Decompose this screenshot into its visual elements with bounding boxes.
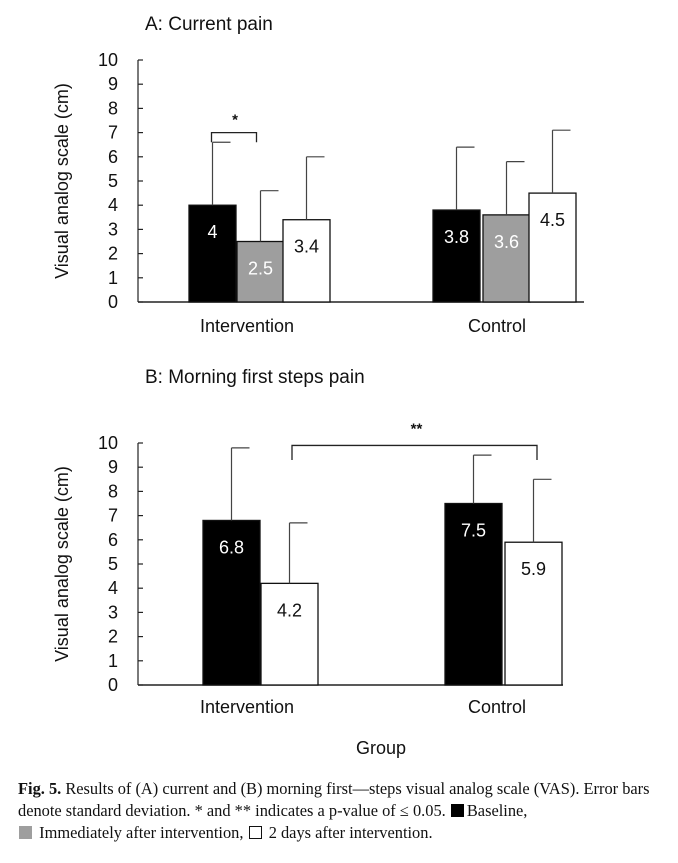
panel-a-y-tick-label-3: 3 bbox=[108, 219, 118, 239]
legend-immediate: Immediately after intervention, bbox=[39, 823, 244, 842]
panel-a-y-axis-label: Visual analog scale (cm) bbox=[52, 83, 72, 279]
panel-b-y-tick-label-6: 6 bbox=[108, 530, 118, 550]
panel-a-significance-marker: * bbox=[232, 112, 238, 129]
baseline-swatch-icon bbox=[450, 804, 464, 817]
figure: A: Current pain Visual analog scale (cm) 0… bbox=[52, 14, 584, 758]
panel-b-y-tick-label-2: 2 bbox=[108, 627, 118, 647]
legend-baseline: Baseline, bbox=[466, 801, 528, 820]
panel-a-category-label-intervention: Intervention bbox=[200, 316, 294, 336]
panel-b-y-tick-label-3: 3 bbox=[108, 602, 118, 622]
panel-a-bar-control-s2-data-label: 4.5 bbox=[540, 210, 565, 230]
caption-fig-label: Fig. 5. bbox=[18, 779, 62, 798]
immediate-swatch-icon bbox=[19, 826, 32, 839]
panel-b-category-label-control: Control bbox=[468, 697, 526, 717]
panel-a-significance-bracket bbox=[210, 131, 258, 143]
panel-a-bar-intervention-s0-data-label: 4 bbox=[207, 222, 217, 242]
panel-a-bar-intervention-s1-data-label: 2.5 bbox=[248, 259, 273, 279]
panel-a-title: A: Current pain bbox=[145, 14, 273, 35]
panel-b-y-tick-label-9: 9 bbox=[108, 457, 118, 477]
panel-b-category-label-intervention: Intervention bbox=[200, 697, 294, 717]
panel-a-category-label-control: Control bbox=[468, 316, 526, 336]
panel-b-y-axis-label: Visual analog scale (cm) bbox=[52, 466, 72, 662]
panel-b-y-tick-label-5: 5 bbox=[108, 554, 118, 574]
panel-a-y-tick-label-2: 2 bbox=[108, 244, 118, 264]
panel-a-y-tick-label-9: 9 bbox=[108, 74, 118, 94]
panel-b-y-tick-label-4: 4 bbox=[108, 578, 118, 598]
panel-b-y-tick-label-8: 8 bbox=[108, 481, 118, 501]
panel-a-bar-control-s0-data-label: 3.8 bbox=[444, 227, 469, 247]
panel-a-y-tick-label-4: 4 bbox=[108, 195, 118, 215]
panel-a-y-tick-label-10: 10 bbox=[98, 50, 118, 70]
panel-a-bar-control-s2 bbox=[528, 192, 577, 303]
panel-b-bar-control-s0-data-label: 7.5 bbox=[461, 521, 486, 541]
panel-a-y-tick-label-8: 8 bbox=[108, 98, 118, 118]
figure-caption: Fig. 5. Results of (A) current and (B) m… bbox=[18, 778, 668, 844]
panel-b-bar-control-s1 bbox=[504, 541, 563, 686]
panel-b-y-tick-label-7: 7 bbox=[108, 506, 118, 526]
panel-b-y-tick-label-1: 1 bbox=[108, 651, 118, 671]
legend-two-days: 2 days after intervention. bbox=[268, 823, 433, 842]
panel-b-bar-control-s1-data-label: 5.9 bbox=[521, 559, 546, 579]
panel-a-y-tick-label-7: 7 bbox=[108, 123, 118, 143]
panel-b-bar-control-s0 bbox=[444, 502, 503, 686]
two-days-swatch-icon bbox=[248, 826, 262, 839]
panel-a-bar-intervention-s0 bbox=[188, 204, 237, 303]
panel-a-bar-intervention-s1 bbox=[236, 240, 285, 303]
panel-b-bar-intervention-s1 bbox=[260, 582, 319, 686]
panel-b-bar-intervention-s1-data-label: 4.2 bbox=[277, 600, 302, 620]
panel-b-x-axis-label: Group bbox=[356, 738, 406, 758]
panel-a-bar-intervention-s2 bbox=[282, 219, 331, 303]
panel-a-y-tick-label-1: 1 bbox=[108, 268, 118, 288]
panel-b-significance-bracket bbox=[291, 444, 538, 460]
panel-a-bar-control-s0 bbox=[432, 209, 481, 303]
caption-text: Results of (A) current and (B) morning f… bbox=[18, 779, 650, 820]
panel-a-bar-control-s1 bbox=[482, 214, 531, 303]
panel-a-bar-intervention-s2-data-label: 3.4 bbox=[294, 237, 319, 257]
panel-a-y-tick-label-0: 0 bbox=[108, 292, 118, 312]
panel-b-title: B: Morning first steps pain bbox=[145, 367, 365, 388]
panel-b-bar-intervention-s0-data-label: 6.8 bbox=[219, 537, 244, 557]
panel-a-y-tick-label-5: 5 bbox=[108, 171, 118, 191]
panel-a-bar-control-s1-data-label: 3.6 bbox=[494, 232, 519, 252]
panel-b-y-tick-label-0: 0 bbox=[108, 675, 118, 695]
panel-a-y-tick-label-6: 6 bbox=[108, 147, 118, 167]
panel-b-significance-marker: ** bbox=[411, 420, 423, 437]
panel-b-y-tick-label-10: 10 bbox=[98, 433, 118, 453]
